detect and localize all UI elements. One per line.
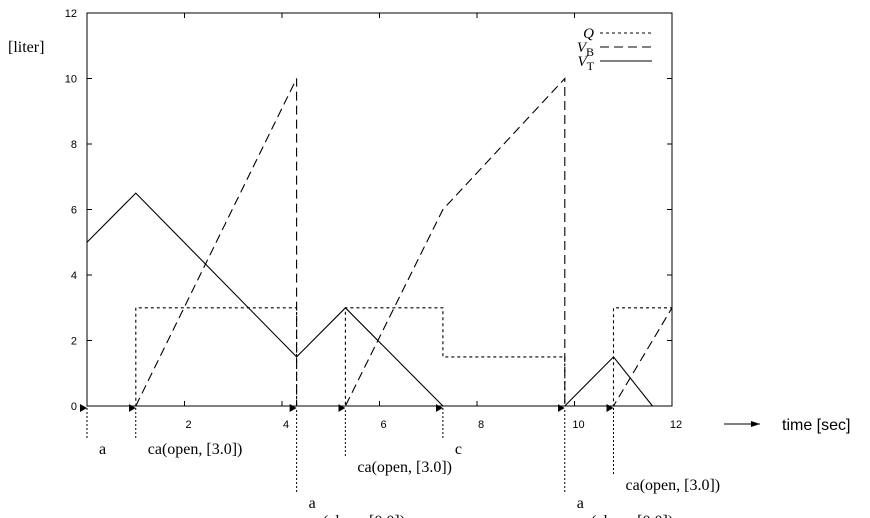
legend-label: VB [577, 40, 594, 59]
legend-label: VT [577, 54, 594, 73]
event-label: a [577, 495, 584, 512]
series-line-v-t [86, 192, 653, 407]
x-tick-label: 2 [185, 419, 191, 431]
y-tick-label: 10 [65, 74, 77, 86]
event-label: ca(open, [3.0]) [626, 477, 721, 494]
x-tick-label: 10 [572, 419, 584, 431]
x-tick-label: 4 [283, 419, 289, 431]
y-axis-label: [liter] [8, 39, 44, 56]
y-tick-label: 8 [71, 139, 77, 151]
event-label: a [309, 495, 316, 512]
event-label: a [99, 441, 106, 458]
x-tick-label: 12 [670, 419, 682, 431]
series-line-v-b [135, 77, 673, 407]
event-label: ca(close, [0.0]) [577, 513, 673, 518]
plot-frame [86, 12, 673, 407]
event-label: c [455, 441, 462, 458]
y-tick-label: 2 [71, 336, 77, 348]
x-axis-label: time [sec] [782, 417, 850, 434]
series-line-q [87, 307, 672, 407]
x-tick-label: 6 [380, 419, 386, 431]
x-tick-label: 8 [478, 419, 484, 431]
event-label: ca(open, [3.0]) [148, 441, 243, 458]
y-tick-label: 12 [65, 8, 77, 20]
event-label: ca(close, [0.0]) [309, 513, 405, 518]
y-tick-label: 4 [71, 270, 77, 282]
y-tick-label: 6 [71, 205, 77, 217]
event-label: ca(open, [3.0]) [357, 459, 452, 476]
legend-label: Q [583, 26, 594, 42]
y-tick-label: 0 [71, 401, 77, 413]
